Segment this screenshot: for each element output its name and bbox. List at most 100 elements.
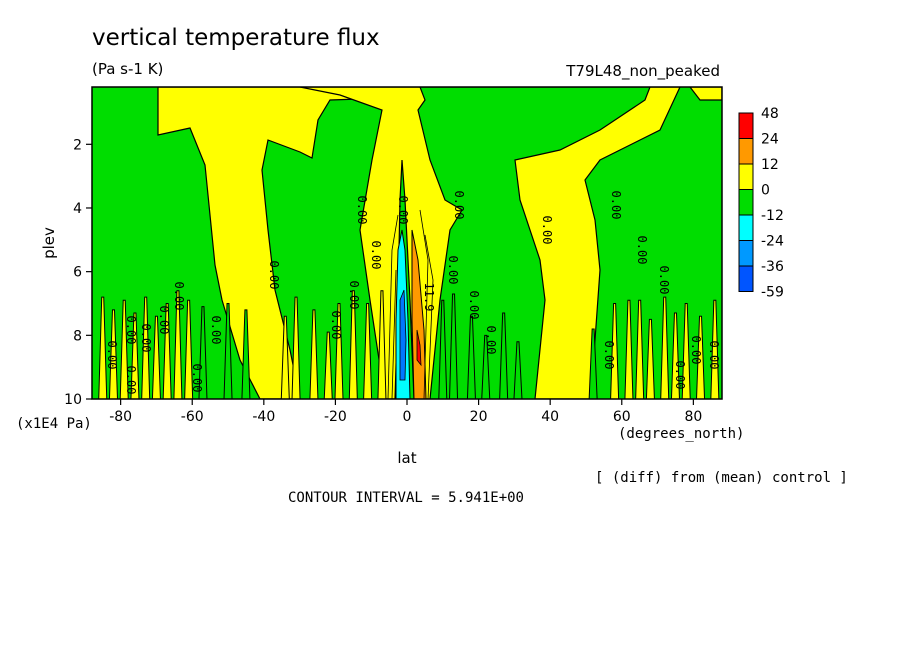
contour-label: 0.00 [484, 326, 498, 355]
y-tick-label: 10 [64, 392, 82, 408]
spike [499, 312, 509, 399]
contour-interval: CONTOUR INTERVAL = 5.941E+00 [288, 490, 524, 506]
spike-features [98, 290, 720, 399]
colorbar: 48 24 12 0 -12 -24 -36 -59 [738, 106, 784, 301]
contour-label: 0.00 [452, 191, 466, 220]
spike [710, 299, 720, 399]
colorbar-swatch [738, 265, 754, 292]
spike [98, 296, 108, 399]
contour-label: 0.00 [190, 364, 204, 393]
y-axis: 2 4 6 8 10 [64, 137, 92, 408]
contour-labels: 0.000.00 0.000.000.000.000.000.000.000.00… [105, 191, 721, 395]
diff-note: [ (diff) from (mean) control ] [595, 470, 848, 486]
contour-label: 0.00 [172, 282, 186, 311]
contour-label: 0.00 [673, 361, 687, 390]
colorbar-label: -24 [761, 234, 784, 250]
chart-title: vertical temperature flux [92, 25, 380, 51]
spike [162, 302, 172, 399]
spike [198, 306, 208, 399]
contour-label: 0.00 [396, 196, 410, 225]
colorbar-swatch [738, 214, 754, 241]
contour-label: 0.00 [355, 196, 369, 225]
spike [130, 312, 140, 399]
x-tick-label: -60 [181, 409, 204, 425]
contour-label: 0.00 [157, 306, 171, 335]
positive-region-pole [689, 87, 722, 101]
spike [363, 302, 373, 399]
spike [449, 293, 459, 399]
equatorial-signal [387, 209, 434, 399]
y-tick-label: 8 [73, 328, 82, 344]
colorbar-label: -59 [761, 285, 784, 301]
equator-red-core [416, 329, 422, 367]
run-label: T79L48_non_peaked [565, 62, 720, 81]
x-tick-label: 20 [470, 409, 488, 425]
spike [610, 302, 620, 399]
spike [624, 299, 634, 399]
spike [377, 290, 387, 399]
contour-label: 0.00 [635, 236, 649, 265]
colorbar-label: 12 [761, 157, 779, 173]
y-axis-label: plev [40, 227, 58, 259]
colorbar-label: 48 [761, 106, 779, 122]
contour-label: 0.00 [540, 216, 554, 245]
spike [119, 299, 129, 399]
contour-label: 0.00 [105, 341, 119, 370]
x-tick-label: 0 [403, 409, 412, 425]
contour-label: 0.00 [707, 341, 721, 370]
equator-orange-core [411, 229, 427, 399]
contour-label: 0.00 [209, 316, 223, 345]
spike [151, 315, 161, 399]
x-units: (degrees_north) [618, 426, 744, 442]
equator-blue-core [399, 289, 407, 381]
x-tick-label: 40 [541, 409, 559, 425]
y-tick-label: 4 [73, 201, 82, 217]
spike [645, 318, 655, 399]
x-axis: -80 -60 -40 -20 0 20 40 60 80 [109, 399, 702, 425]
x-tick-label: -80 [109, 409, 132, 425]
contour-label: 0.00 [446, 256, 460, 285]
positive-region-north [420, 87, 681, 399]
spike [681, 302, 691, 399]
colorbar-swatch [738, 189, 754, 216]
colorbar-swatch [738, 112, 754, 139]
x-tick-label: 60 [613, 409, 631, 425]
spike [280, 315, 290, 399]
spike [348, 290, 358, 399]
colorbar-label: 24 [761, 132, 779, 148]
spike [481, 334, 491, 399]
contour-label: 0.00 [347, 281, 361, 310]
spike [173, 290, 183, 399]
contour-label: 0.00 [329, 311, 343, 340]
y-tick-label: 2 [73, 137, 82, 153]
chart-units: (Pa s-1 K) [92, 60, 163, 78]
colorbar-swatch [738, 138, 754, 165]
spike [466, 315, 476, 399]
colorbar-label: -36 [761, 259, 784, 275]
x-tick-label: 80 [684, 409, 702, 425]
spike [184, 299, 194, 399]
spike [108, 309, 118, 399]
colorbar-swatch [738, 163, 754, 190]
contour-label: 0.00 [609, 191, 623, 220]
spike [223, 302, 233, 399]
spike [438, 299, 448, 399]
spike [635, 299, 645, 399]
contour-label: 0.00 [602, 341, 616, 370]
contour-label: 0.00 [369, 241, 383, 270]
spike [670, 312, 680, 399]
colorbar-label: 0 [761, 183, 770, 199]
spike [323, 331, 333, 399]
x-tick-label: -20 [324, 409, 347, 425]
contour-label: 0.00 [467, 291, 481, 320]
contour-label: 0.00 [124, 316, 138, 345]
spike [291, 296, 301, 399]
spike [660, 296, 670, 399]
x-axis-label: lat [397, 449, 416, 467]
plot-area [92, 87, 722, 399]
spike [334, 302, 344, 399]
spike [588, 328, 598, 399]
colorbar-label: -12 [761, 208, 784, 224]
contour-label: 11.9 [422, 283, 436, 312]
